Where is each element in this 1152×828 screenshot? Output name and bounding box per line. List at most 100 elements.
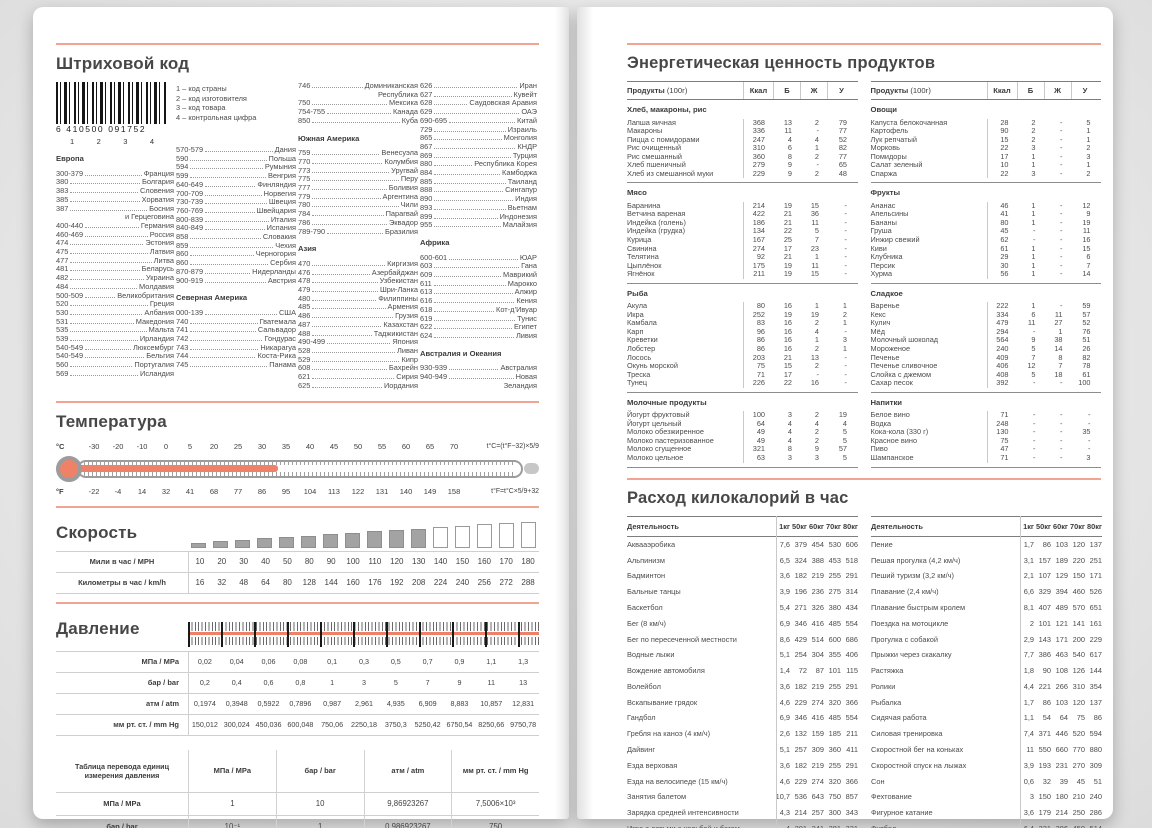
barcode-entry-country: Латвия xyxy=(149,247,174,257)
thermometer-bulb xyxy=(56,455,82,482)
scale-value: 0,2 xyxy=(199,678,210,687)
activity-row: Скоростной спуск на лыжах 3,9 193 231 270 309 xyxy=(871,757,1102,773)
activity-value: 143 xyxy=(1038,634,1051,644)
barcode-entry-country: Таджикистан xyxy=(373,328,418,338)
food-value: 71 xyxy=(986,453,1017,463)
barcode-marker: 1 xyxy=(70,136,75,146)
barcode-entry: 940-949 Новая xyxy=(420,372,537,382)
food-row: Йогурт цельный 64 4 4 4 xyxy=(627,419,858,429)
scale-value: 10 xyxy=(195,557,205,566)
scale-value: 20 xyxy=(217,557,227,566)
barcode-entry-country: Кипр xyxy=(401,354,418,364)
activity-value: 346 xyxy=(794,618,807,628)
food-value: 47 xyxy=(986,445,1017,454)
food-value: 4 xyxy=(787,435,792,445)
food-row: Картофель 90 2 - 1 xyxy=(871,126,1102,136)
barcode-entry-country: Сингапур xyxy=(505,185,537,195)
page-left: Штриховой код 6 410500 091752 1 2 3 4 Европ… xyxy=(33,7,569,828)
activity-value: 1,8 xyxy=(1023,666,1034,676)
activity-value: 411 xyxy=(846,745,858,755)
temperature-tick-value: -4 xyxy=(114,486,122,496)
activity-value: 286 xyxy=(1089,808,1102,818)
scale-value: 144 xyxy=(324,578,338,587)
activity-value: 179 xyxy=(1038,808,1051,818)
dotted-leader xyxy=(70,287,138,289)
barcode-entry-code: 865 xyxy=(420,133,433,143)
activity-value: 196 xyxy=(794,587,807,597)
food-value: 1 xyxy=(842,343,847,353)
activity-value: 11 xyxy=(1026,745,1034,755)
activity-header-name: Деятельность xyxy=(871,521,923,531)
food-row: Пицца с помидорами 247 4 4 52 xyxy=(627,135,858,145)
activity-value: 2 xyxy=(1029,618,1034,628)
food-value: 2 xyxy=(814,117,819,127)
dotted-leader xyxy=(434,130,506,132)
activity-value: 6,6 xyxy=(1023,587,1034,597)
pressure-ruler-graphic xyxy=(188,621,539,647)
food-name: Киви xyxy=(870,243,887,253)
food-value: - xyxy=(1060,235,1063,245)
activity-value: 463 xyxy=(1055,650,1068,660)
activity-value: 6,9 xyxy=(779,618,790,628)
barcode-entry-country-cont: Зеландия xyxy=(503,380,537,390)
activity-value: 355 xyxy=(828,650,841,660)
activity-name: Фехтование xyxy=(871,792,912,802)
activities-tables: Деятельность 1кг 50кг 60кг 70кг 80кг Аквааэроб… xyxy=(627,515,1102,828)
food-value: 77 xyxy=(838,151,847,161)
food-value: 2 xyxy=(842,309,847,319)
activity-value: 101 xyxy=(1038,618,1051,628)
barcode-entry-code: 528 xyxy=(298,345,311,355)
food-section-title: Хлеб, макароны, рис xyxy=(627,105,707,114)
activity-value: 257 xyxy=(794,745,807,755)
barcode-region-title: Южная Америка xyxy=(298,133,360,143)
barcode-entry: 618 Кот-д’Ивуар xyxy=(420,305,537,315)
activity-value: 606 xyxy=(845,539,858,549)
barcode-entry: 383 Словения xyxy=(56,186,174,196)
scale-row-label: мм рт. ст. / mm Hg xyxy=(56,713,188,736)
food-value: 16 xyxy=(1082,235,1091,245)
barcode-entry: 529 Кипр xyxy=(298,354,418,365)
barcode-entry-code: 484 xyxy=(56,281,69,291)
dotted-leader xyxy=(434,87,518,88)
food-table-half: Продукты (100г) Ккал Б Ж У Хлеб, макароны, ри… xyxy=(627,81,858,468)
barcode-entry-country: ОАЭ xyxy=(521,107,537,117)
activity-value: 3,9 xyxy=(1023,760,1034,770)
dotted-leader xyxy=(190,264,269,266)
barcode-entry-country: Бразилия xyxy=(385,226,418,236)
barcode-entry-country: США xyxy=(278,307,296,317)
barcode-digits: 6 410500 091752 xyxy=(56,124,147,134)
activity-value: 617 xyxy=(1089,650,1102,660)
food-name: Печенье сливочное xyxy=(870,361,938,371)
activity-row: Рыбалка 1,7 86 103 120 137 xyxy=(871,694,1102,710)
scale-value: 80 xyxy=(282,578,292,587)
dotted-leader xyxy=(312,360,400,362)
barcode-entry-code: 730-739 xyxy=(176,197,204,207)
scale-value: 50 xyxy=(282,557,292,566)
barcode-entry-country: Венесуэла xyxy=(381,148,418,158)
barcode-entry-code: 621 xyxy=(298,372,311,382)
food-value: - xyxy=(1060,168,1063,178)
activity-name: Поездка на мотоцикле xyxy=(871,618,949,628)
food-value: 21 xyxy=(783,352,792,362)
activity-value: 10,7 xyxy=(775,792,790,802)
activity-value: 366 xyxy=(845,776,858,786)
section-divider xyxy=(56,601,539,604)
activity-value: 159 xyxy=(811,729,824,739)
speed-bar xyxy=(323,534,339,548)
food-value: 7 xyxy=(814,235,819,245)
food-header-nutrient: Ккал xyxy=(986,82,1017,99)
scale-value: 224 xyxy=(433,578,448,587)
scale-value: 64 xyxy=(261,578,271,587)
food-value: 77 xyxy=(838,126,847,136)
dotted-leader xyxy=(312,121,400,123)
dotted-leader xyxy=(70,322,134,324)
activity-row: Прогулка с собакой 2,9 143 171 200 229 xyxy=(871,631,1102,647)
activity-value: 570 xyxy=(1072,603,1085,613)
barcode-entry: 628 Саудовская Аравия xyxy=(420,99,537,108)
food-name: Ягнёнок xyxy=(627,269,655,279)
activity-name: Прогулка с собакой xyxy=(871,634,938,644)
food-value: 7 xyxy=(1031,352,1036,362)
barcode-entry-country: Ливан xyxy=(396,345,418,355)
activity-value: 229 xyxy=(794,697,807,707)
barcode-entry-code: 880 xyxy=(420,159,433,169)
